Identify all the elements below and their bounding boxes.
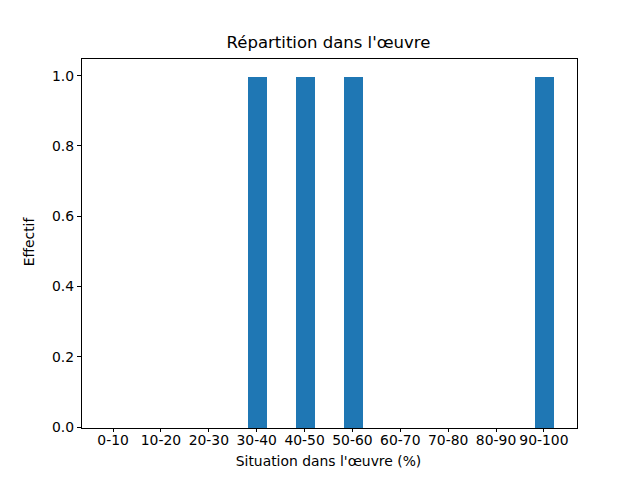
figure: Répartition dans l'œuvre Effectif 0.0 0.2… xyxy=(0,0,640,480)
y-tick-label-0.8: 0.8 xyxy=(34,138,74,154)
bar-90-100 xyxy=(535,77,554,428)
bar-30-40 xyxy=(248,77,267,428)
y-tick-mark-1.0 xyxy=(77,75,81,76)
y-tick-mark-0.2 xyxy=(77,356,81,357)
x-axis-label: Situation dans l'œuvre (%) xyxy=(81,453,576,470)
y-tick-mark-0.8 xyxy=(77,145,81,146)
bars-layer xyxy=(82,59,577,428)
y-tick-mark-0.6 xyxy=(77,216,81,217)
y-axis-label-text: Effectif xyxy=(21,218,38,267)
y-tick-mark-0.4 xyxy=(77,286,81,287)
bar-50-60 xyxy=(344,77,363,428)
y-tick-label-0.4: 0.4 xyxy=(34,278,74,294)
y-tick-label-0.6: 0.6 xyxy=(34,208,74,224)
plot-area xyxy=(81,58,578,429)
x-tick-label-90-100: 90-100 xyxy=(514,432,574,448)
chart-title: Répartition dans l'œuvre xyxy=(81,33,576,53)
y-tick-mark-0.0 xyxy=(77,427,81,428)
y-tick-label-0.0: 0.0 xyxy=(34,419,74,435)
y-tick-label-1.0: 1.0 xyxy=(34,68,74,84)
bar-40-50 xyxy=(296,77,315,428)
y-tick-label-0.2: 0.2 xyxy=(34,349,74,365)
